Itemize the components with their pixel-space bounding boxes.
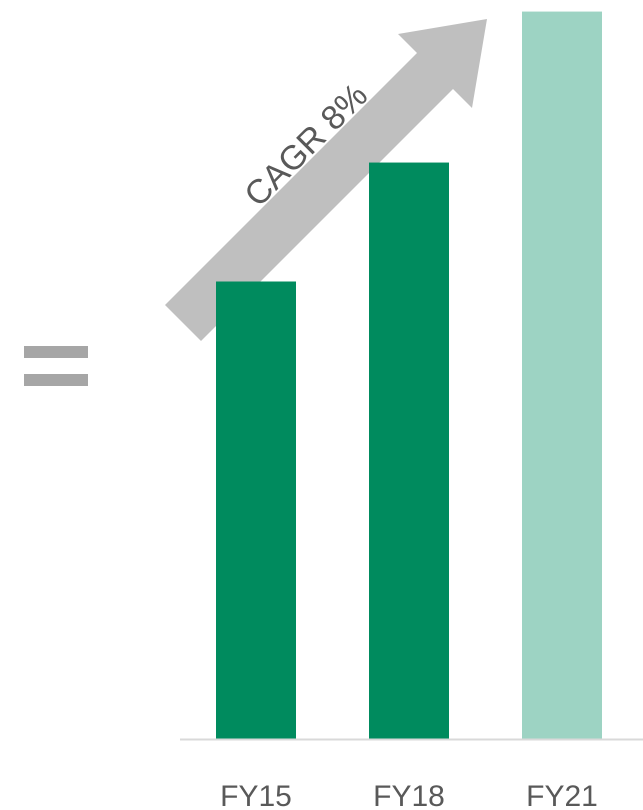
bar-fy21 [522,11,602,739]
x-tick-label-fy18: FY18 [373,780,445,810]
x-tick-labels: FY15 FY18 FY21 [220,780,598,810]
equals-sign-icon [24,346,88,386]
bar-fy18 [369,162,449,740]
x-tick-label-fy21: FY21 [526,780,598,810]
growth-arrow-icon [165,19,487,341]
bars-group [216,11,602,740]
bar-fy15 [216,281,296,739]
x-tick-label-fy15: FY15 [220,780,292,810]
